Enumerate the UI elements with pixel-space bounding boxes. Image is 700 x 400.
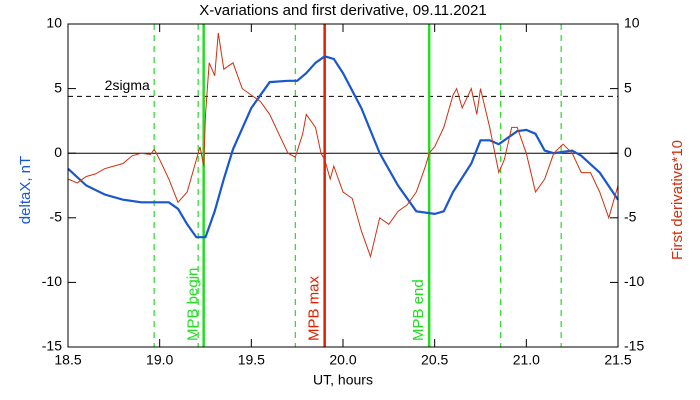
plot-frame <box>67 23 619 348</box>
y2-tick-label: -10 <box>624 273 644 289</box>
y-tick-label: -5 <box>50 209 63 225</box>
marker-label: MPB begin <box>185 268 202 341</box>
y-tick-label: 10 <box>46 15 62 31</box>
chart-title: X-variations and first derivative, 09.11… <box>199 2 486 19</box>
y-tick-label: -10 <box>42 273 62 289</box>
y2-tick-label: -5 <box>624 209 637 225</box>
y-tick-label: 0 <box>54 144 62 160</box>
x-tick-label: 21.5 <box>604 352 631 368</box>
marker-label: MPB max <box>306 275 323 341</box>
y2-tick-label: 0 <box>624 144 632 160</box>
x-tick-label: 20.5 <box>421 352 448 368</box>
x-tick-label: 20.0 <box>329 352 356 368</box>
x-tick-label: 19.5 <box>238 352 265 368</box>
x-tick-label: 21.0 <box>513 352 540 368</box>
marker-label: MPB end <box>410 279 427 341</box>
y-axis-label: deltaX, nT <box>17 156 34 224</box>
series-line <box>67 32 619 259</box>
x-tick-label: 18.5 <box>54 352 81 368</box>
sigma-label: 2sigma <box>105 77 150 93</box>
y2-tick-label: -15 <box>624 338 644 354</box>
y2-axis-label: First derivative*10 <box>669 140 686 260</box>
y-tick-label: -15 <box>42 338 62 354</box>
y-tick-label: 5 <box>54 79 62 95</box>
y2-tick-label: 5 <box>624 79 632 95</box>
x-axis-label: UT, hours <box>313 372 373 388</box>
x-tick-label: 19.0 <box>146 352 173 368</box>
y2-tick-label: 10 <box>624 15 640 31</box>
series-line <box>67 55 619 239</box>
